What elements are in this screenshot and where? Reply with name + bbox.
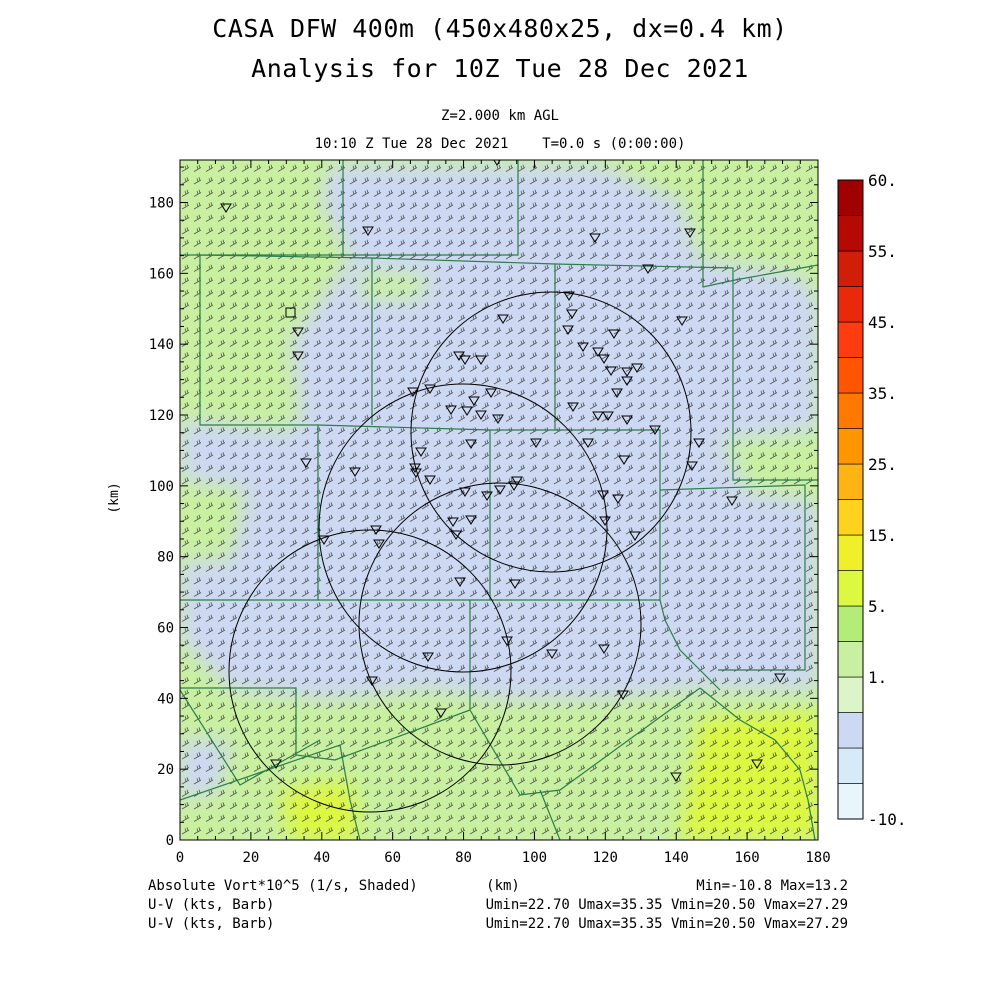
axis-ticks	[179, 160, 819, 841]
colorbar-block	[837, 499, 864, 536]
colorbar-block	[837, 428, 864, 465]
colorbar-label: 35.	[868, 384, 897, 403]
colorbar-block	[837, 463, 864, 500]
wind-description-1: U-V (kts, Barb)	[148, 897, 274, 913]
y-tick-label: 40	[157, 691, 174, 707]
y-tick-label: 100	[149, 479, 174, 495]
y-tick-label: 0	[166, 833, 174, 849]
x-tick-label: 100	[522, 850, 547, 866]
min-max-label: Min=-10.8 Max=13.2	[696, 878, 848, 894]
level-label: Z=2.000 km AGL	[440, 108, 559, 124]
y-axis-label: (km)	[107, 482, 122, 513]
y-tick-label: 180	[149, 196, 174, 212]
x-axis-label: (km)	[486, 878, 520, 894]
colorbar-block	[837, 179, 864, 216]
colorbar-label: 25.	[868, 455, 897, 474]
colorbar-block	[837, 676, 864, 713]
y-tick-label: 60	[157, 621, 174, 637]
wind-description-2: U-V (kts, Barb)	[148, 916, 274, 932]
colorbar-label: 5.	[868, 597, 887, 616]
x-tick-label: 20	[242, 850, 259, 866]
station-markers	[220, 160, 786, 782]
radar-range-rings	[228, 291, 692, 813]
colorbar-block	[837, 570, 864, 607]
vorticity-shading	[180, 160, 818, 840]
colorbar-label: -10.	[868, 810, 907, 829]
county-boundaries	[180, 160, 818, 840]
field-description: Absolute Vort*10^5 (1/s, Shaded)	[148, 878, 418, 894]
colorbar-block	[837, 392, 864, 429]
x-tick-label: 140	[664, 850, 689, 866]
figure-title: CASA DFW 400m (450x480x25, dx=0.4 km)	[212, 14, 788, 43]
colorbar-block	[837, 215, 864, 252]
x-tick-label: 0	[176, 850, 184, 866]
uv-stats-1: Umin=22.70 Umax=35.35 Vmin=20.50 Vmax=27…	[486, 897, 848, 913]
x-tick-label: 40	[313, 850, 330, 866]
wind-barbs	[180, 160, 818, 840]
y-tick-label: 80	[157, 550, 174, 566]
colorbar-block	[837, 641, 864, 678]
x-tick-label: 60	[384, 850, 401, 866]
x-tick-label: 120	[593, 850, 618, 866]
colorbar-label: 15.	[868, 526, 897, 545]
colorbar-block	[837, 250, 864, 287]
y-tick-label: 120	[149, 408, 174, 424]
colorbar-block	[837, 357, 864, 394]
colorbar-labels: 60. 55. 45. 35. 25. 15. 5. 1. -10.	[868, 171, 907, 829]
colorbar-block	[837, 783, 864, 820]
x-tick-label: 180	[805, 850, 830, 866]
x-tick-label: 160	[734, 850, 759, 866]
colorbar-block	[837, 747, 864, 784]
colorbar-block	[837, 286, 864, 323]
uv-stats-2: Umin=22.70 Umax=35.35 Vmin=20.50 Vmax=27…	[486, 916, 848, 932]
colorbar-label: 45.	[868, 313, 897, 332]
colorbar-block	[837, 321, 864, 358]
colorbar-label: 1.	[868, 668, 887, 687]
colorbar-block	[837, 534, 864, 571]
figure-subtitle: Analysis for 10Z Tue 28 Dec 2021	[251, 54, 749, 83]
colorbar	[837, 179, 864, 820]
colorbar-frame	[837, 179, 864, 820]
colorbar-label: 60.	[868, 171, 897, 190]
y-tick-label: 160	[149, 266, 174, 282]
y-tick-label: 20	[157, 762, 174, 778]
x-tick-labels: 0 20 40 60 80 100 120 140 160 180	[176, 850, 831, 866]
colorbar-block	[837, 712, 864, 749]
y-tick-label: 140	[149, 337, 174, 353]
valid-time-label: 10:10 Z Tue 28 Dec 2021 T=0.0 s (0:00:00…	[314, 136, 686, 152]
y-tick-labels: 0 20 40 60 80 100 120 140 160 180	[149, 196, 174, 850]
colorbar-block	[837, 605, 864, 642]
x-tick-label: 80	[455, 850, 472, 866]
footer: Absolute Vort*10^5 (1/s, Shaded) U-V (kt…	[148, 878, 848, 932]
colorbar-label: 55.	[868, 242, 897, 261]
